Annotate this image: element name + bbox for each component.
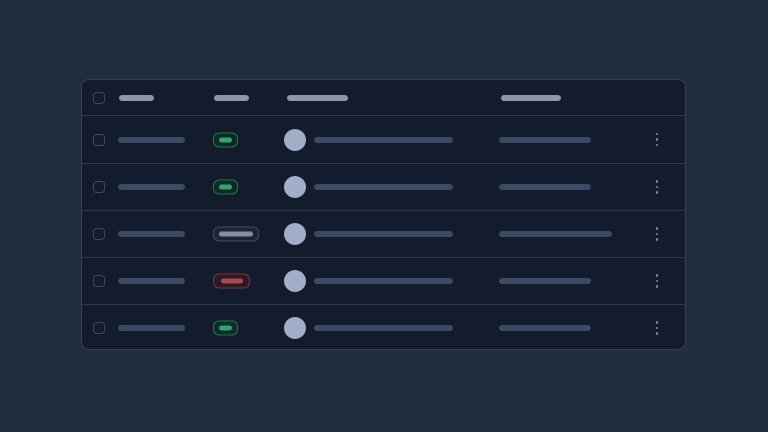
meta-placeholder-bar bbox=[499, 231, 612, 237]
status-badge bbox=[213, 132, 238, 147]
avatar bbox=[284, 270, 306, 292]
meta-placeholder-bar bbox=[499, 184, 591, 190]
name-placeholder-bar bbox=[118, 325, 185, 331]
row-checkbox[interactable] bbox=[93, 275, 105, 287]
status-badge bbox=[213, 320, 238, 336]
row-checkbox[interactable] bbox=[93, 228, 105, 240]
status-badge bbox=[213, 273, 250, 289]
kebab-dot-icon bbox=[655, 321, 659, 324]
table-row bbox=[82, 163, 685, 210]
status-badge-label-placeholder bbox=[219, 184, 232, 190]
table-header-row bbox=[82, 80, 685, 116]
kebab-dot-icon bbox=[655, 185, 659, 189]
kebab-dot-icon bbox=[655, 143, 659, 147]
row-checkbox[interactable] bbox=[93, 181, 105, 193]
detail-placeholder-bar bbox=[314, 231, 453, 237]
kebab-dot-icon bbox=[655, 227, 659, 230]
kebab-dot-icon bbox=[655, 238, 659, 241]
name-placeholder-bar bbox=[118, 184, 185, 190]
name-placeholder-bar bbox=[118, 136, 185, 143]
kebab-dot-icon bbox=[655, 326, 659, 330]
kebab-dot-icon bbox=[655, 132, 659, 136]
row-actions-button[interactable] bbox=[645, 175, 669, 199]
row-actions-button[interactable] bbox=[645, 222, 669, 246]
meta-placeholder-bar bbox=[499, 136, 591, 143]
kebab-dot-icon bbox=[655, 180, 659, 183]
row-checkbox[interactable] bbox=[93, 133, 105, 146]
avatar bbox=[284, 317, 306, 339]
detail-placeholder-bar bbox=[314, 325, 453, 331]
name-placeholder-bar bbox=[118, 278, 185, 284]
kebab-dot-icon bbox=[655, 138, 659, 141]
kebab-dot-icon bbox=[655, 232, 659, 236]
status-badge-label-placeholder bbox=[219, 231, 253, 237]
table-row bbox=[82, 257, 685, 304]
kebab-dot-icon bbox=[655, 274, 659, 277]
row-actions-button[interactable] bbox=[645, 128, 669, 152]
row-actions-button[interactable] bbox=[645, 316, 669, 340]
kebab-dot-icon bbox=[655, 191, 659, 194]
detail-placeholder-bar bbox=[314, 136, 453, 143]
table-row bbox=[82, 210, 685, 257]
avatar bbox=[284, 223, 306, 245]
status-badge bbox=[213, 179, 238, 195]
detail-placeholder-bar bbox=[314, 278, 453, 284]
avatar bbox=[284, 128, 306, 151]
table-body bbox=[82, 116, 685, 349]
status-badge-label-placeholder bbox=[220, 278, 243, 284]
column-header-placeholder-bar bbox=[287, 94, 348, 101]
column-header-placeholder-bar bbox=[214, 94, 249, 101]
name-placeholder-bar bbox=[118, 231, 185, 237]
status-badge-label-placeholder bbox=[219, 137, 232, 142]
data-table bbox=[81, 79, 686, 350]
detail-placeholder-bar bbox=[314, 184, 453, 190]
meta-placeholder-bar bbox=[499, 278, 591, 284]
meta-placeholder-bar bbox=[499, 325, 591, 331]
kebab-dot-icon bbox=[655, 332, 659, 335]
kebab-dot-icon bbox=[655, 279, 659, 283]
avatar bbox=[284, 176, 306, 198]
select-all-checkbox[interactable] bbox=[93, 91, 105, 104]
row-checkbox[interactable] bbox=[93, 322, 105, 334]
table-row bbox=[82, 304, 685, 349]
status-badge-label-placeholder bbox=[219, 325, 232, 331]
table-row bbox=[82, 116, 685, 163]
column-header-placeholder-bar bbox=[501, 94, 561, 101]
column-header-placeholder-bar bbox=[119, 94, 154, 101]
kebab-dot-icon bbox=[655, 285, 659, 288]
status-badge bbox=[213, 226, 259, 242]
row-actions-button[interactable] bbox=[645, 269, 669, 293]
